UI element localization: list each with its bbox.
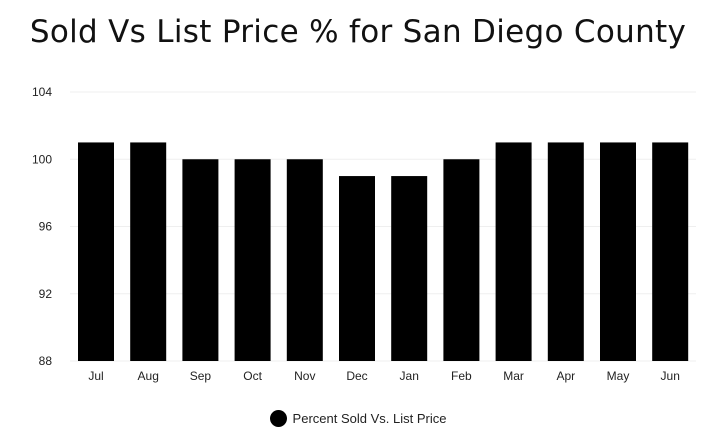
x-tick-label: Aug	[138, 369, 159, 383]
y-tick-label: 100	[32, 152, 52, 166]
x-tick-label: Oct	[243, 369, 262, 383]
bar-may[interactable]	[600, 142, 636, 361]
y-tick-label: 88	[39, 354, 53, 368]
gridlines	[70, 91, 696, 362]
legend-label: Percent Sold Vs. List Price	[292, 411, 447, 426]
legend-marker	[269, 410, 287, 427]
bar-jun[interactable]	[652, 142, 689, 361]
legend[interactable]: Percent Sold Vs. List Price	[0, 410, 716, 427]
chart-title: Sold Vs List Price % for San Diego Count…	[29, 14, 687, 50]
bars	[78, 142, 689, 361]
x-axis-ticks: Jul Aug Sep Oct Nov Dec Jan Feb Mar Apr May Jun	[88, 369, 680, 383]
bar-nov[interactable]	[286, 159, 323, 361]
bar-apr[interactable]	[547, 142, 584, 361]
x-tick-label: Dec	[346, 369, 367, 383]
x-tick-label: Jan	[400, 369, 419, 383]
bar-mar[interactable]	[495, 142, 532, 361]
bar-dec[interactable]	[339, 176, 375, 361]
bar-jul[interactable]	[78, 142, 114, 361]
x-tick-label: Mar	[503, 369, 524, 383]
x-tick-label: Nov	[294, 369, 315, 383]
x-tick-label: May	[607, 369, 630, 383]
x-tick-label: Jun	[661, 369, 680, 383]
bar-aug[interactable]	[130, 142, 167, 361]
bar-jan[interactable]	[391, 176, 428, 361]
y-tick-label: 92	[39, 287, 53, 301]
y-tick-label: 104	[32, 85, 52, 99]
x-tick-label: Sep	[190, 369, 212, 383]
bar-sep[interactable]	[182, 159, 219, 361]
x-tick-label: Apr	[556, 369, 575, 383]
bar-oct[interactable]	[234, 159, 271, 361]
y-tick-label: 96	[39, 220, 53, 234]
x-tick-label: Feb	[451, 369, 472, 383]
bar-feb[interactable]	[443, 159, 480, 361]
x-tick-label: Jul	[88, 369, 103, 383]
y-axis-ticks: 88 92 96 100 104	[32, 85, 52, 368]
